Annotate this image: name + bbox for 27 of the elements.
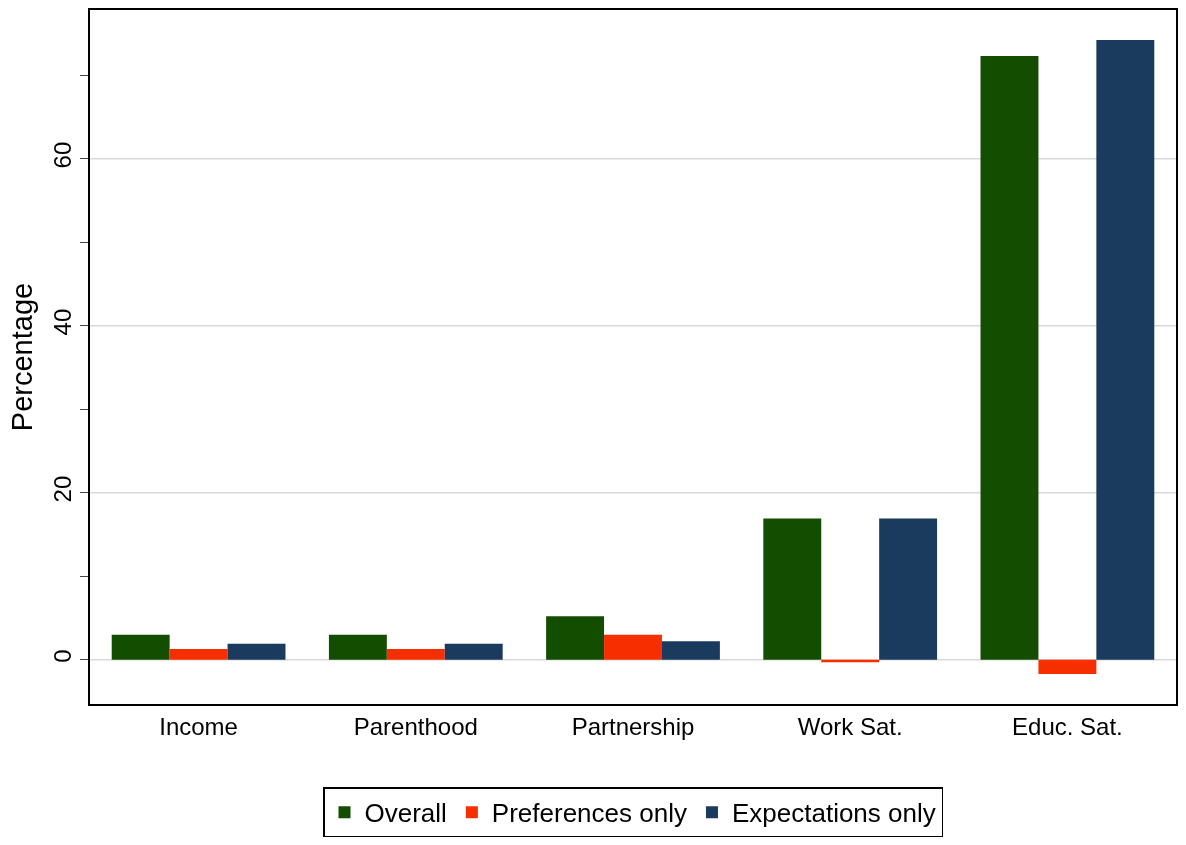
y-tick-label: 60 bbox=[48, 141, 76, 169]
bar bbox=[444, 643, 503, 660]
bar bbox=[111, 634, 170, 660]
x-tick-label: Income bbox=[159, 712, 238, 740]
bar bbox=[227, 643, 286, 660]
bar bbox=[763, 518, 822, 660]
bar bbox=[546, 616, 605, 660]
bar bbox=[1038, 659, 1097, 674]
y-axis-title: Percentage bbox=[5, 282, 38, 432]
x-tick-label: Work Sat. bbox=[797, 712, 903, 740]
x-tick-label: Educ. Sat. bbox=[1012, 712, 1123, 740]
bar bbox=[980, 55, 1039, 660]
bar bbox=[386, 648, 445, 660]
bar bbox=[1096, 40, 1155, 660]
bar bbox=[661, 641, 720, 660]
legend-label: Expectations only bbox=[731, 798, 936, 829]
legend-label: Preferences only bbox=[491, 798, 687, 829]
y-tick-label: 20 bbox=[48, 475, 76, 503]
x-tick-label: Partnership bbox=[571, 712, 695, 740]
y-tick-label: 0 bbox=[48, 649, 76, 663]
bar bbox=[879, 518, 938, 660]
y-tick-label: 40 bbox=[48, 308, 76, 336]
bar bbox=[604, 634, 662, 660]
bar bbox=[328, 634, 387, 660]
x-tick-label: Parenthood bbox=[353, 712, 478, 740]
legend-label: Overall bbox=[364, 798, 447, 829]
bar bbox=[169, 648, 228, 660]
